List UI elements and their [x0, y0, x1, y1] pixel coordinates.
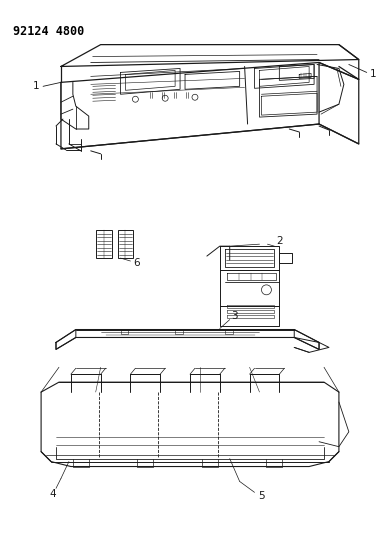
Bar: [96, 230, 112, 258]
Text: 5: 5: [258, 491, 265, 502]
Text: 4: 4: [50, 489, 56, 499]
Text: 2: 2: [276, 236, 283, 246]
Bar: [117, 230, 133, 258]
Text: 6: 6: [133, 258, 140, 268]
Text: 92124 4800: 92124 4800: [13, 25, 85, 38]
Text: 1: 1: [369, 69, 376, 79]
Text: 1: 1: [33, 82, 40, 91]
Text: 3: 3: [231, 311, 238, 321]
